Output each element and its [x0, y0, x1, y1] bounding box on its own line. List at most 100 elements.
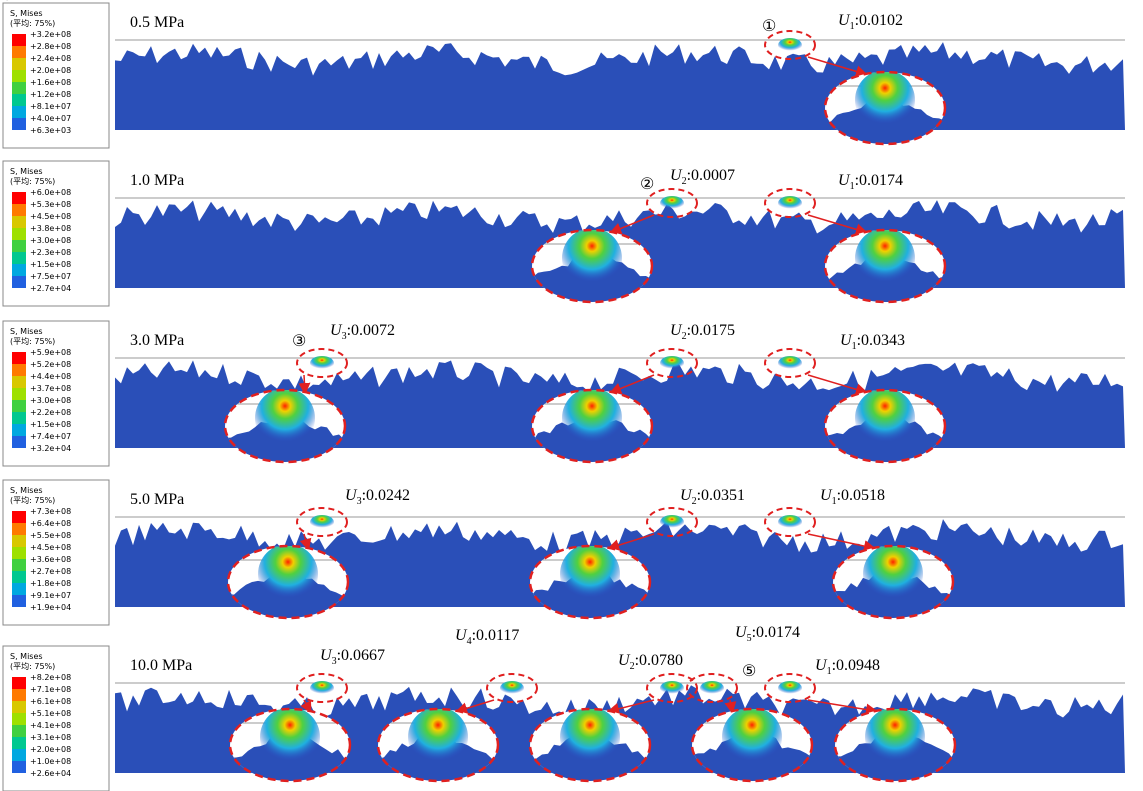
legend-swatch: [12, 571, 26, 583]
legend-value: +3.2e+08: [30, 30, 71, 39]
legend-value: +6.1e+08: [30, 697, 71, 706]
displacement-label: U4:0.0117: [455, 627, 519, 647]
hotspot: [700, 681, 724, 695]
legend-value: +5.3e+08: [30, 200, 71, 209]
zoom-hotspot: [255, 388, 315, 448]
legend-swatch: [12, 46, 26, 58]
value: :0.0948: [832, 657, 880, 674]
pressure-label: 3.0 MPa: [130, 332, 184, 349]
legend-subtitle: (平均: 75%): [10, 661, 55, 671]
legend-value: +1.9e+04: [30, 603, 71, 612]
marker: ③: [292, 333, 306, 350]
legend-swatch: [12, 94, 26, 106]
legend-value: +5.1e+08: [30, 709, 71, 718]
hotspot: [310, 681, 334, 695]
legend-value: +7.3e+08: [30, 507, 71, 516]
legend-swatch: [12, 400, 26, 412]
legend-value: +4.5e+08: [30, 543, 71, 552]
legend-swatch: [12, 106, 26, 118]
legend-value: +3.8e+08: [30, 224, 71, 233]
hotspot: [778, 681, 802, 695]
displacement-label: U2:0.0007: [670, 167, 735, 187]
value: :0.0175: [687, 322, 735, 339]
legend-value: +3.2e+04: [30, 444, 71, 453]
zoom-hotspot: [258, 544, 318, 604]
legend-title: S, Mises: [10, 327, 43, 336]
value: :0.0242: [362, 487, 410, 504]
legend-swatch: [12, 276, 26, 288]
legend-subtitle: (平均: 75%): [10, 18, 55, 28]
legend-subtitle: (平均: 75%): [10, 336, 55, 346]
value: :0.0780: [635, 652, 683, 669]
value: :0.0343: [857, 332, 905, 349]
legend-value: +2.6e+04: [30, 769, 71, 778]
zoom-hotspot: [863, 544, 923, 604]
zoom-hotspot: [260, 707, 320, 767]
legend-value: +2.0e+08: [30, 745, 71, 754]
legend-value: +4.1e+08: [30, 721, 71, 730]
figure: S, Mises(平均: 75%)+3.2e+08+2.8e+08+2.4e+0…: [0, 0, 1143, 791]
displacement-label: U5:0.0174: [735, 624, 800, 644]
zoom-hotspot: [855, 388, 915, 448]
legend-swatch: [12, 737, 26, 749]
hotspot: [778, 515, 802, 529]
zoom-hotspot: [560, 544, 620, 604]
legend-title: S, Mises: [10, 652, 43, 661]
legend-title: S, Mises: [10, 9, 43, 18]
legend-swatch: [12, 701, 26, 713]
legend-value: +3.6e+08: [30, 555, 71, 564]
hotspot: [500, 681, 524, 695]
value: :0.0117: [472, 627, 520, 644]
displacement-label: U2:0.0175: [670, 322, 735, 342]
legend-swatch: [12, 264, 26, 276]
legend-subtitle: (平均: 75%): [10, 495, 55, 505]
legend-swatch: [12, 511, 26, 523]
displacement-label: U1:0.0102: [838, 12, 903, 32]
value: :0.0102: [855, 12, 903, 29]
panel: S, Mises(平均: 75%)+5.9e+08+5.2e+08+4.4e+0…: [3, 321, 1125, 466]
legend-swatch: [12, 547, 26, 559]
value: :0.0174: [752, 624, 800, 641]
pressure-label: 0.5 MPa: [130, 14, 184, 31]
legend-value: +3.0e+08: [30, 396, 71, 405]
surface: [115, 42, 1125, 130]
legend-swatch: [12, 34, 26, 46]
panel: S, Mises(平均: 75%)+7.3e+08+6.4e+08+5.5e+0…: [3, 480, 1125, 625]
legend-swatch: [12, 70, 26, 82]
legend-value: +7.5e+07: [30, 272, 71, 281]
legend-value: +1.6e+08: [30, 78, 71, 87]
zoom-hotspot: [562, 228, 622, 288]
legend-value: +2.7e+04: [30, 284, 71, 293]
zoom-arrow: [304, 375, 305, 392]
hotspot: [310, 356, 334, 370]
legend-swatch: [12, 595, 26, 607]
legend-value: +8.1e+07: [30, 102, 71, 111]
legend-swatch: [12, 761, 26, 773]
legend-value: +6.4e+08: [30, 519, 71, 528]
legend-swatch: [12, 677, 26, 689]
legend-swatch: [12, 58, 26, 70]
legend-value: +1.5e+08: [30, 420, 71, 429]
marker: ⑤: [742, 663, 756, 680]
legend-value: +3.0e+08: [30, 236, 71, 245]
displacement-label: U1:0.0343: [840, 332, 905, 352]
displacement-label: U3:0.0667: [320, 647, 385, 667]
legend-swatch: [12, 364, 26, 376]
legend-value: +1.2e+08: [30, 90, 71, 99]
displacement-label: U3:0.0072: [330, 322, 395, 342]
legend-swatch: [12, 689, 26, 701]
legend-swatch: [12, 436, 26, 448]
legend-value: +7.1e+08: [30, 685, 71, 694]
legend-title: S, Mises: [10, 167, 43, 176]
legend-value: +6.3e+03: [30, 126, 71, 135]
legend-value: +6.0e+08: [30, 188, 71, 197]
hotspot: [778, 356, 802, 370]
hotspot: [660, 196, 684, 210]
zoom-hotspot: [408, 707, 468, 767]
marker: ②: [640, 176, 654, 193]
zoom-hotspot: [865, 707, 925, 767]
legend-value: +9.1e+07: [30, 591, 71, 600]
hotspot: [778, 196, 802, 210]
legend-value: +2.7e+08: [30, 567, 71, 576]
legend-value: +5.5e+08: [30, 531, 71, 540]
